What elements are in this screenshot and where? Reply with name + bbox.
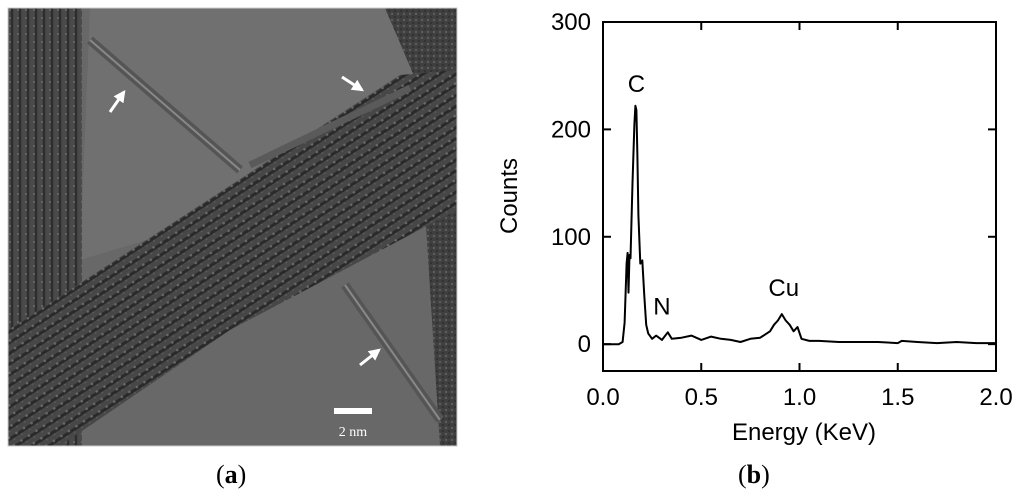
y-tick-label: 100: [551, 224, 591, 251]
thin-nanotube-3-core: [344, 284, 441, 421]
thin-nanotube-1-core: [89, 39, 241, 171]
panel-b-label: (b): [738, 460, 770, 489]
x-axis-label: Energy (KeV): [732, 419, 876, 446]
x-axis-ticks: 0.0 0.5 1.0 1.5 2.0: [586, 22, 1013, 411]
arrow-indicator-2: [341, 75, 365, 92]
tem-micrograph: 2 nm: [8, 8, 457, 446]
spectrum-line: [603, 104, 996, 346]
top-right-edge: [385, 8, 457, 200]
nanotube-bundle: [8, 70, 457, 446]
scale-bar: [334, 408, 372, 414]
scale-bar-text: 2 nm: [339, 425, 368, 440]
x-tick-label: 2.0: [979, 384, 1012, 411]
y-axis-ticks: 0 100 200 300: [551, 9, 996, 358]
edx-spectrum-chart: 0.0 0.5 1.0 1.5 2.0 0 100 200 300 C N Cu Energy (…: [496, 9, 1013, 446]
right-edge-bundle: [425, 190, 457, 446]
y-tick-label: 0: [578, 331, 591, 358]
thin-nanotube-2: [248, 84, 412, 169]
arrow-indicator-3: [359, 348, 381, 367]
y-axis-label: Counts: [496, 158, 523, 234]
panel-a-label: (a): [216, 460, 247, 489]
arrow-indicator-1: [108, 90, 126, 113]
micrograph-border: [7, 7, 458, 447]
peak-label-cu: Cu: [768, 275, 799, 302]
x-tick-label: 1.5: [881, 384, 914, 411]
x-tick-label: 1.0: [783, 384, 816, 411]
peak-label-n: N: [653, 294, 670, 321]
y-tick-label: 300: [551, 9, 591, 36]
peak-label-c: C: [628, 71, 645, 98]
x-tick-label: 0.0: [586, 384, 619, 411]
y-tick-label: 200: [551, 116, 591, 143]
x-tick-label: 0.5: [685, 384, 718, 411]
micrograph-hole-region: [80, 8, 420, 260]
peak-annotations: C N Cu: [628, 71, 799, 321]
